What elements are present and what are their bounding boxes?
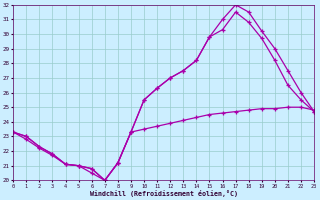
X-axis label: Windchill (Refroidissement éolien,°C): Windchill (Refroidissement éolien,°C) [90,190,238,197]
